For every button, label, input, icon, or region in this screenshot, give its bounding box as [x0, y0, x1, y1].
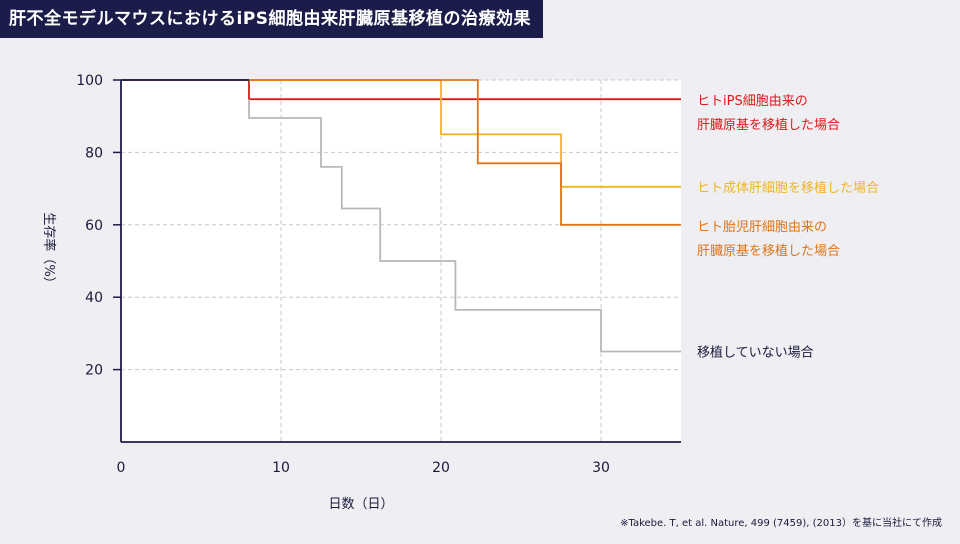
axes	[113, 79, 681, 443]
y-tick-label: 20	[85, 363, 103, 379]
y-axis-title: 生存率（%）	[41, 212, 57, 289]
y-tick-label: 60	[85, 218, 103, 234]
series-line-2	[249, 79, 681, 226]
y-tick-label: 80	[85, 145, 103, 161]
x-axis-title: 日数（日）	[328, 497, 393, 512]
tick-labels: 20 40 60 80 100 0 10 20 30	[76, 73, 610, 476]
legend-label-0: ヒトiPS細胞由来の	[697, 94, 808, 109]
chart-title: 肝不全モデルマウスにおけるiPS細胞由来肝臓原基移植の治療効果	[0, 0, 544, 38]
x-tick-label: 10	[272, 460, 290, 476]
x-tick-label: 0	[117, 460, 126, 476]
series-line-3	[248, 99, 681, 353]
legend-label-2: 肝臓原基を移植した場合	[697, 244, 840, 259]
y-tick-label: 100	[76, 73, 103, 89]
legend: ヒトiPS細胞由来の肝臓原基を移植した場合ヒト成体肝細胞を移植した場合ヒト胎児肝…	[697, 94, 879, 360]
series-lines	[121, 79, 681, 353]
legend-label-2: ヒト胎児肝細胞由来の	[697, 220, 827, 235]
legend-label-3: 移植していない場合	[697, 346, 814, 361]
legend-label-0: 肝臓原基を移植した場合	[697, 118, 840, 133]
x-tick-label: 30	[592, 460, 610, 476]
source-note: ※Takebe. T, et al. Nature, 499 (7459), (…	[620, 518, 942, 529]
legend-label-1: ヒト成体肝細胞を移植した場合	[697, 181, 879, 196]
y-tick-label: 40	[85, 290, 103, 306]
x-tick-label: 20	[432, 460, 450, 476]
